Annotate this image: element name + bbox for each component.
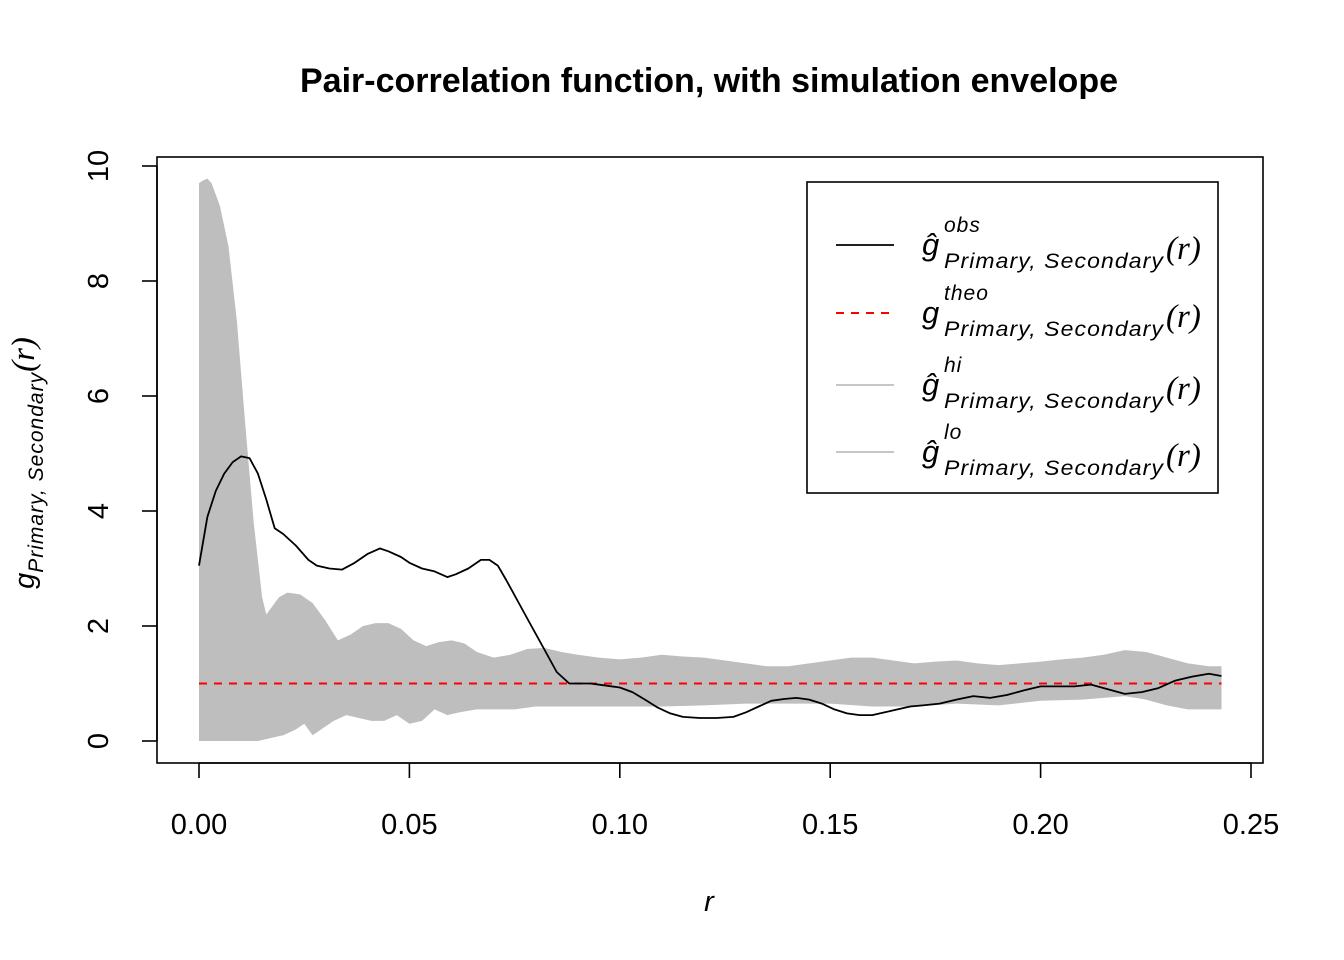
y-axis: 0 2 4 6 8 10 [83,150,158,749]
y-tick-label: 10 [83,150,115,182]
legend-argument: (r) [1166,371,1201,407]
y-axis-label-sub: Primary, Secondary [25,371,48,572]
x-tick-label: 0.25 [1223,809,1279,841]
x-tick-label: 0.10 [592,809,648,841]
legend-subscript: Primary, Secondary [944,250,1165,273]
legend-box [806,181,1219,494]
y-tick-label: 8 [83,273,115,289]
legend-argument: (r) [1166,438,1201,474]
legend-item-lo: ĝlo Primary, Secondary (r) [836,421,1201,480]
chart-title: Pair-correlation function, with simulati… [300,62,1118,100]
legend-subscript: Primary, Secondary [944,318,1165,341]
legend-symbol: ĝ [922,227,939,262]
svg-text:gPrimary, Secondary(r): gPrimary, Secondary(r) [6,337,48,589]
legend-subscript: Primary, Secondary [944,390,1165,413]
legend-argument: (r) [1166,299,1201,335]
legend-superscript: theo [944,282,989,305]
y-tick-label: 0 [83,733,115,749]
x-tick-label: 0.05 [381,809,437,841]
legend-symbol: ĝ [922,434,939,469]
y-axis-label-arg: (r) [6,337,42,372]
x-tick-label: 0.15 [802,809,858,841]
y-axis-label-main: g [9,573,41,589]
x-tick-label: 0.00 [171,809,227,841]
y-tick-label: 6 [83,388,115,404]
y-tick-label: 4 [83,503,115,519]
x-axis: 0.00 0.05 0.10 0.15 0.20 0.25 [171,762,1279,841]
obs-line [198,455,1222,719]
y-axis-label: gPrimary, Secondary(r) [6,337,48,589]
y-tick-label: 2 [83,618,115,634]
x-axis-label: r [704,886,715,918]
simulation-envelope-band [199,178,1222,742]
legend-item-hi: ĝhi Primary, Secondary (r) [836,354,1201,413]
legend-superscript: lo [944,421,962,444]
legend-symbol: g [922,295,939,330]
x-tick-label: 0.20 [1012,809,1068,841]
legend-symbol: ĝ [922,367,939,402]
legend-argument: (r) [1166,231,1201,267]
legend-superscript: obs [944,214,981,237]
legend-subscript: Primary, Secondary [944,457,1165,480]
legend-superscript: hi [944,354,963,377]
